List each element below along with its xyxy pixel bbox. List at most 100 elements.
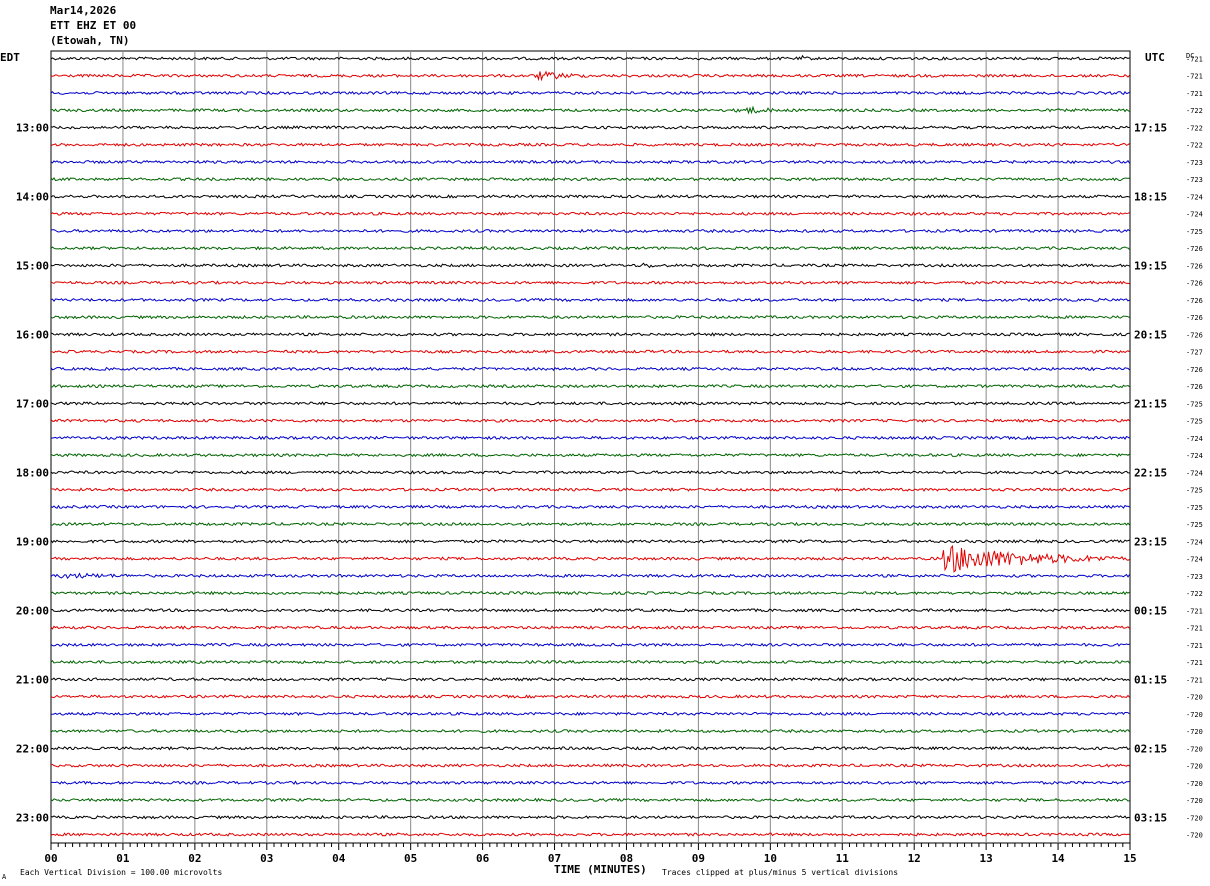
trace-line: [50, 521, 1130, 527]
trace-line: [50, 349, 1130, 354]
trace-line: [50, 728, 1130, 734]
x-tick-label: 10: [764, 852, 777, 865]
trace-line: [50, 659, 1130, 665]
trace-line: [50, 797, 1130, 803]
utc-hour-label: 22:15: [1134, 466, 1167, 479]
trace-line: [50, 435, 1130, 441]
trace-line: [50, 262, 1130, 269]
trace-line: [50, 590, 1130, 596]
dc-offset-label: -721: [1186, 607, 1203, 615]
utc-hour-label: 23:15: [1134, 535, 1167, 548]
x-tick-label: 01: [116, 852, 130, 865]
dc-offset-label: -725: [1186, 504, 1203, 512]
dc-offset-label: -721: [1186, 73, 1203, 81]
dc-offset-label: -724: [1186, 469, 1203, 477]
dc-offset-label: -720: [1186, 797, 1203, 805]
utc-hour-label: 02:15: [1134, 742, 1167, 755]
dc-offset-label: -726: [1186, 366, 1203, 374]
trace-line: [50, 470, 1130, 475]
trace-line: [50, 625, 1130, 630]
trace-line: [50, 332, 1130, 337]
trace-line: [50, 228, 1130, 234]
dc-header-label: DC: [1186, 52, 1194, 60]
trace-line: [50, 211, 1130, 216]
trace-line: [50, 125, 1130, 130]
trace-line: [50, 711, 1130, 717]
x-tick-label: 12: [908, 852, 921, 865]
trace-line: [50, 366, 1130, 372]
trace-line: [51, 780, 1130, 786]
trace-line: [50, 70, 1130, 82]
dc-offset-label: -722: [1186, 142, 1203, 150]
dc-offset-label: -725: [1186, 228, 1203, 236]
x-tick-label: 05: [404, 852, 417, 865]
dc-offset-label: -721: [1186, 642, 1203, 650]
left-timezone-label: EDT: [0, 51, 20, 64]
dc-offset-label: -722: [1186, 107, 1203, 115]
edt-hour-label: 15:00: [16, 259, 49, 272]
edt-hour-label: 21:00: [16, 673, 49, 686]
trace-line: [50, 142, 1130, 147]
utc-hour-label: 20:15: [1134, 328, 1167, 341]
dc-offset-label: -720: [1186, 728, 1203, 736]
dc-offset-label: -722: [1186, 124, 1203, 132]
edt-hour-label: 13:00: [16, 121, 49, 134]
dc-offset-label: -721: [1186, 676, 1203, 684]
trace-line: [50, 763, 1130, 768]
dc-offset-label: -724: [1186, 556, 1203, 564]
trace-line: [50, 815, 1130, 820]
trace-line: [50, 401, 1130, 406]
dc-offset-label: -726: [1186, 383, 1203, 391]
dc-offset-label: -726: [1186, 280, 1203, 288]
edt-hour-label: 19:00: [16, 535, 49, 548]
x-tick-label: 06: [476, 852, 490, 865]
trace-line: [50, 159, 1130, 165]
dc-offset-label: -724: [1186, 538, 1203, 546]
minute-grid: [50, 50, 1131, 844]
trace-line: [50, 572, 1130, 579]
dc-offset-label: -723: [1186, 573, 1203, 581]
dc-offset-label: -725: [1186, 418, 1203, 426]
trace-line: [50, 297, 1130, 303]
x-tick-label: 11: [836, 852, 850, 865]
edt-hour-label: 22:00: [16, 742, 49, 755]
utc-hour-label: 01:15: [1134, 673, 1167, 686]
dc-offset-label: -721: [1186, 625, 1203, 633]
dc-offset-label: -721: [1186, 56, 1203, 64]
dc-offset-label: -723: [1186, 159, 1203, 167]
dc-offset-label: -724: [1186, 435, 1203, 443]
plot-frame: [50, 50, 1131, 844]
trace-line: [50, 280, 1130, 285]
x-tick-label: 04: [332, 852, 346, 865]
trace-line: [50, 504, 1130, 510]
dc-offset-label: -725: [1186, 521, 1203, 529]
footer-clip-note: Traces clipped at plus/minus 5 vertical …: [662, 868, 898, 877]
utc-hour-label: 21:15: [1134, 397, 1167, 410]
trace-line: [50, 694, 1130, 699]
edt-hour-label: 20:00: [16, 604, 49, 617]
dc-offset-labels: -721 -721 -721 -722 -722 -722 -723 -723 -724 -724…: [1186, 56, 1203, 840]
dc-offset-label: -724: [1186, 452, 1203, 460]
edt-hour-label: 16:00: [16, 328, 49, 341]
trace-line: [50, 383, 1130, 389]
x-tick-label: 13: [980, 852, 993, 865]
x-tick-label: 00: [44, 852, 57, 865]
trace-line: [50, 314, 1130, 320]
dc-offset-label: -724: [1186, 211, 1203, 219]
trace-line: [50, 608, 1130, 613]
dc-offset-label: -726: [1186, 245, 1203, 253]
dc-offset-label: -720: [1186, 780, 1203, 788]
trace-line: [50, 194, 1130, 199]
edt-hour-label: 18:00: [16, 466, 49, 479]
x-tick-label: 08: [620, 852, 633, 865]
edt-hour-label: 23:00: [16, 811, 49, 824]
edt-hour-label: 14:00: [16, 190, 49, 203]
utc-hour-label: 00:15: [1134, 604, 1167, 617]
footer-scale-note: Each Vertical Division = 100.00 microvol…: [20, 868, 222, 877]
x-axis-label: TIME (MINUTES): [554, 863, 647, 876]
utc-hour-label: 03:15: [1134, 811, 1167, 824]
x-tick-label: 09: [692, 852, 705, 865]
edt-hour-label: 17:00: [16, 397, 49, 410]
utc-hour-label: 18:15: [1134, 190, 1167, 203]
